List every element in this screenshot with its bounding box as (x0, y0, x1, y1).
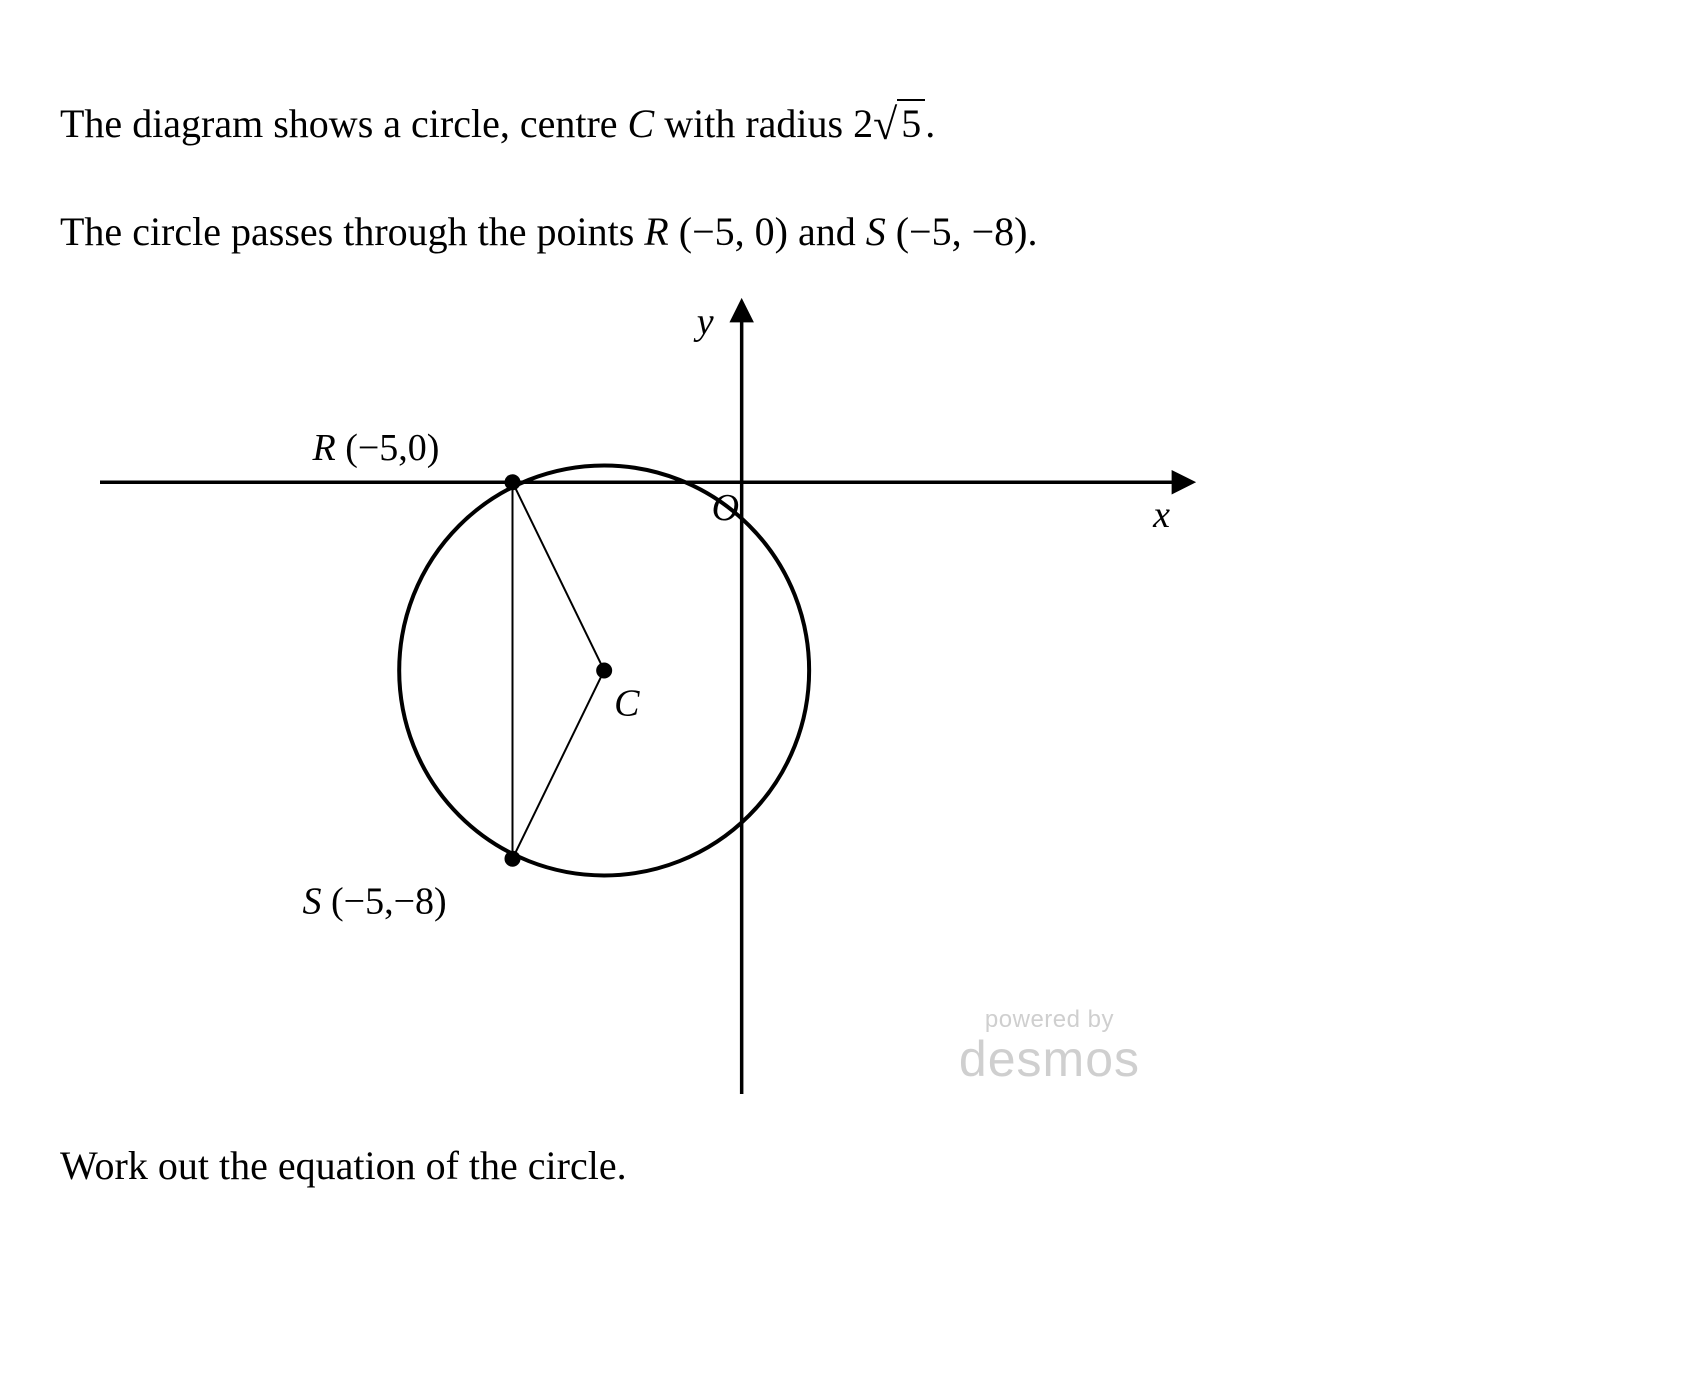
coords-R: (−5, 0) (679, 209, 788, 254)
desmos-brand: desmos (959, 1034, 1140, 1084)
problem-line-1: The diagram shows a circle, centre C wit… (60, 90, 1635, 160)
diagram: Ox y R (−5,0) S (−5,−8) C powered by desmos (100, 294, 1200, 1094)
var-S: S (866, 209, 886, 254)
problem-line-2: The circle passes through the points R (… (60, 200, 1635, 264)
period: . (925, 101, 935, 146)
powered-by-label: powered by (959, 1006, 1140, 1034)
desmos-credit: powered by desmos (959, 1006, 1140, 1084)
text: The diagram shows a circle, centre (60, 101, 618, 146)
svg-text:S (−5,−8): S (−5,−8) (303, 881, 447, 923)
radicand: 5 (897, 99, 925, 146)
coords-S: (−5, −8) (896, 209, 1028, 254)
period: . (1028, 209, 1038, 254)
question-text: Work out the equation of the circle. (60, 1134, 1635, 1198)
svg-text:C: C (614, 683, 640, 725)
page: The diagram shows a circle, centre C wit… (0, 0, 1695, 1377)
radius-expr: 2√5 (853, 101, 925, 146)
geometry-svg: Ox y R (−5,0) S (−5,−8) C (100, 294, 1200, 1094)
svg-text:O: O (712, 488, 739, 530)
text: The circle passes through the points (60, 209, 634, 254)
text: and (798, 209, 856, 254)
var-R: R (644, 209, 668, 254)
svg-text:y: y (693, 301, 714, 343)
svg-text:x: x (1152, 495, 1170, 537)
svg-text:R (−5,0): R (−5,0) (312, 428, 440, 470)
var-C: C (628, 101, 655, 146)
text: with radius (664, 101, 843, 146)
sqrt-icon: √5 (873, 90, 925, 160)
coef: 2 (853, 101, 873, 146)
